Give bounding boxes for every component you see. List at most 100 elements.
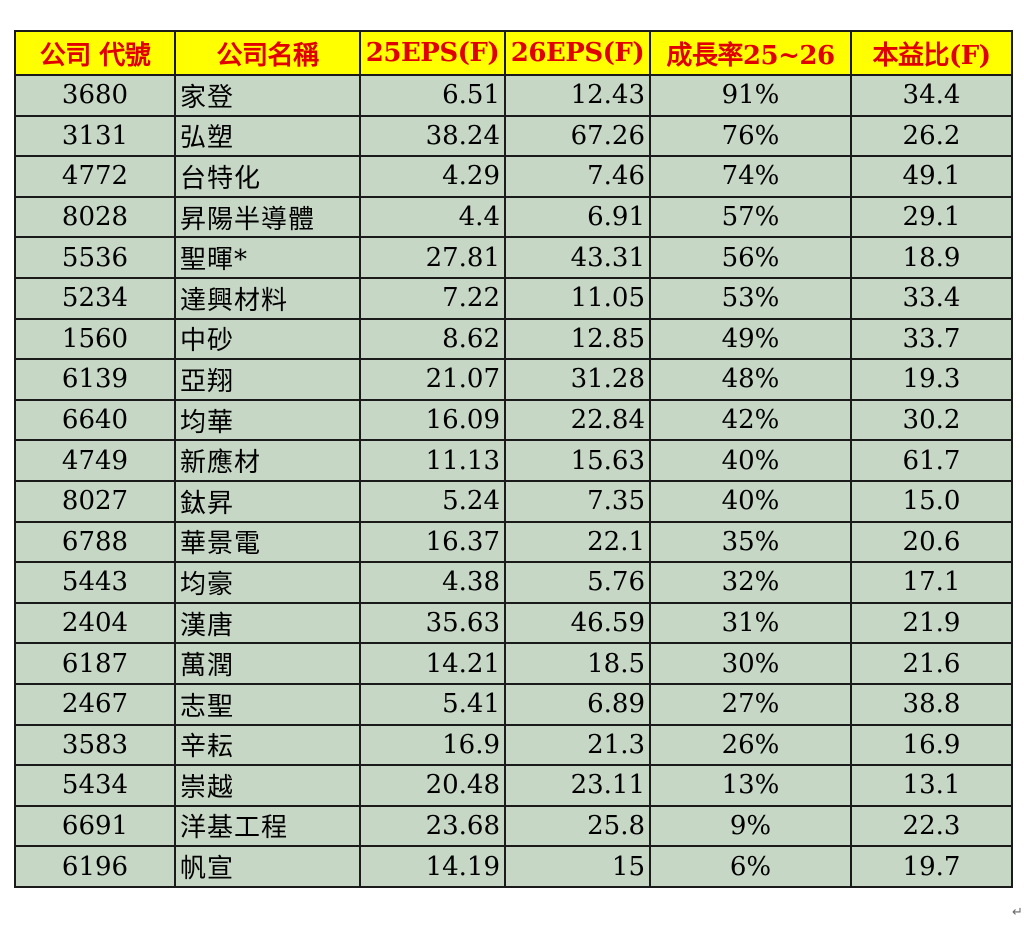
growth-rate-cell: 57% [649,195,852,239]
growth-rate-cell: 27% [649,682,852,726]
company-code-cell: 1560 [14,317,176,361]
header-company-code: 公司 代號 [14,30,176,76]
company-name-cell: 華景電 [174,520,361,564]
eps-2026-cell: 43.31 [504,236,651,279]
eps-2025-cell: 27.81 [359,236,506,279]
company-code-cell: 6139 [14,358,176,401]
table-row: 6691 洋基工程 23.68 25.8 9% 22.3 [14,804,1013,848]
growth-rate-cell: 26% [649,723,852,767]
eps-2025-cell: 16.09 [359,398,506,442]
pe-ratio-cell: 38.8 [850,682,1013,726]
table-row: 5234 達興材料 7.22 11.05 53% 33.4 [14,276,1013,320]
eps-2026-cell: 6.89 [504,682,651,726]
eps-2026-cell: 25.8 [504,804,651,848]
growth-rate-cell: 32% [649,561,852,604]
pe-ratio-cell: 30.2 [850,398,1013,442]
eps-2025-cell: 16.9 [359,723,506,767]
growth-rate-cell: 56% [649,236,852,279]
eps-2026-cell: 7.35 [504,479,651,523]
eps-2026-cell: 31.28 [504,358,651,401]
growth-rate-cell: 76% [649,114,852,158]
growth-rate-cell: 74% [649,155,852,198]
eps-2025-cell: 4.29 [359,155,506,198]
eps-2026-cell: 22.84 [504,398,651,442]
company-code-cell: 2404 [14,601,176,645]
growth-rate-cell: 13% [649,764,852,807]
company-name-cell: 達興材料 [174,276,361,320]
paragraph-mark: ↵ [1012,905,1023,920]
company-code-cell: 6788 [14,520,176,564]
eps-2025-cell: 20.48 [359,764,506,807]
company-name-cell: 鈦昇 [174,479,361,523]
eps-2025-cell: 11.13 [359,439,506,482]
pe-ratio-cell: 17.1 [850,561,1013,604]
company-name-cell: 辛耘 [174,723,361,767]
company-code-cell: 4749 [14,439,176,482]
eps-2026-cell: 15.63 [504,439,651,482]
eps-2025-cell: 4.4 [359,195,506,239]
eps-2025-cell: 4.38 [359,561,506,604]
table-row: 5443 均豪 4.38 5.76 32% 17.1 [14,561,1013,604]
company-name-cell: 崇越 [174,764,361,807]
company-name-cell: 聖暉* [174,236,361,279]
eps-2025-cell: 5.24 [359,479,506,523]
company-name-cell: 萬潤 [174,642,361,685]
pe-ratio-cell: 26.2 [850,114,1013,158]
pe-ratio-cell: 16.9 [850,723,1013,767]
company-name-cell: 家登 [174,74,361,117]
header-company-name: 公司名稱 [174,30,361,76]
table-row: 6187 萬潤 14.21 18.5 30% 21.6 [14,642,1013,685]
eps-2026-cell: 11.05 [504,276,651,320]
eps-2025-cell: 38.24 [359,114,506,158]
table-row: 6640 均華 16.09 22.84 42% 30.2 [14,398,1013,442]
eps-2025-cell: 14.19 [359,845,506,888]
growth-rate-cell: 40% [649,439,852,482]
table-row: 4749 新應材 11.13 15.63 40% 61.7 [14,439,1013,482]
company-name-cell: 弘塑 [174,114,361,158]
company-name-cell: 洋基工程 [174,804,361,848]
pe-ratio-cell: 15.0 [850,479,1013,523]
growth-rate-cell: 49% [649,317,852,361]
pe-ratio-cell: 19.3 [850,358,1013,401]
growth-rate-cell: 91% [649,74,852,117]
growth-rate-cell: 6% [649,845,852,888]
growth-rate-cell: 9% [649,804,852,848]
company-name-cell: 新應材 [174,439,361,482]
pe-ratio-cell: 21.6 [850,642,1013,685]
pe-ratio-cell: 22.3 [850,804,1013,848]
header-pe-ratio: 本益比(F) [850,30,1013,76]
eps-2025-cell: 23.68 [359,804,506,848]
table-row: 6788 華景電 16.37 22.1 35% 20.6 [14,520,1013,564]
pe-ratio-cell: 29.1 [850,195,1013,239]
eps-2025-cell: 6.51 [359,74,506,117]
company-code-cell: 3131 [14,114,176,158]
eps-2025-cell: 35.63 [359,601,506,645]
pe-ratio-cell: 49.1 [850,155,1013,198]
pe-ratio-cell: 61.7 [850,439,1013,482]
company-name-cell: 亞翔 [174,358,361,401]
eps-2025-cell: 8.62 [359,317,506,361]
company-name-cell: 均華 [174,398,361,442]
eps-2026-cell: 6.91 [504,195,651,239]
header-eps-2025: 25EPS(F) [359,30,506,76]
header-growth-rate: 成長率25~26 [649,30,852,76]
table-row: 1560 中砂 8.62 12.85 49% 33.7 [14,317,1013,361]
company-code-cell: 6196 [14,845,176,888]
pe-ratio-cell: 34.4 [850,74,1013,117]
header-row: 公司 代號 公司名稱 25EPS(F) 26EPS(F) 成長率25~26 本益… [14,30,1013,76]
eps-2026-cell: 5.76 [504,561,651,604]
table-row: 5434 崇越 20.48 23.11 13% 13.1 [14,764,1013,807]
growth-rate-cell: 30% [649,642,852,685]
company-name-cell: 漢唐 [174,601,361,645]
table-row: 8027 鈦昇 5.24 7.35 40% 15.0 [14,479,1013,523]
eps-2026-cell: 18.5 [504,642,651,685]
eps-2026-cell: 21.3 [504,723,651,767]
company-code-cell: 8028 [14,195,176,239]
growth-rate-cell: 48% [649,358,852,401]
company-name-cell: 均豪 [174,561,361,604]
pe-ratio-cell: 19.7 [850,845,1013,888]
company-code-cell: 3680 [14,74,176,117]
table-row: 2404 漢唐 35.63 46.59 31% 21.9 [14,601,1013,645]
table-row: 3680 家登 6.51 12.43 91% 34.4 [14,74,1013,117]
table-body: 3680 家登 6.51 12.43 91% 34.4 3131 弘塑 38.24 67.26 76… [14,74,1013,888]
